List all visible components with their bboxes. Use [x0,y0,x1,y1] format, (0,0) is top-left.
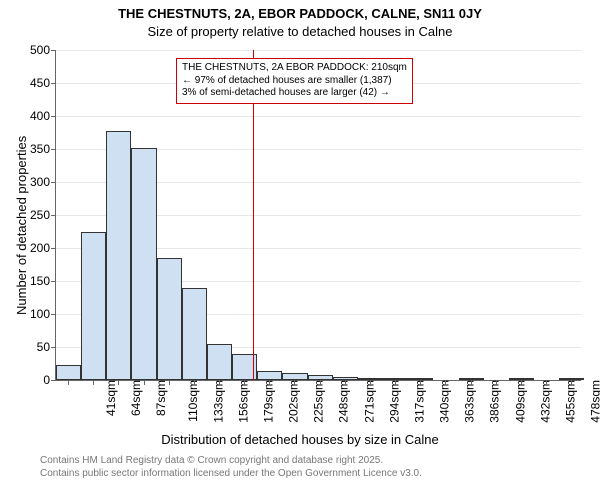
ytick-label: 100 [30,307,56,321]
xtick-label: 294sqm [381,380,401,423]
histogram-bar [308,375,333,380]
xtick-label: 340sqm [432,380,452,423]
annotation-box: THE CHESTNUTS, 2A EBOR PADDOCK: 210sqm ←… [176,58,413,104]
xtick-mark [496,380,497,385]
xtick-mark [420,380,421,385]
chart-title: THE CHESTNUTS, 2A, EBOR PADDOCK, CALNE, … [0,6,600,21]
ytick-label: 200 [30,241,56,255]
histogram-bar [358,378,383,380]
xtick-label: 87sqm [148,380,168,416]
xtick-mark [521,380,522,385]
xtick-label: 41sqm [98,380,118,416]
xtick-mark [571,380,572,385]
xtick-mark [118,380,119,385]
xtick-label: 202sqm [281,380,301,423]
ytick-label: 500 [30,43,56,57]
xtick-label: 179sqm [256,380,276,423]
plot-area: 05010015020025030035040045050041sqm64sqm… [55,50,581,381]
histogram-bar [56,365,81,380]
histogram-bar [207,344,232,380]
annotation-line: 3% of semi-detached houses are larger (4… [182,87,407,100]
histogram-bar [106,131,131,380]
xtick-mark [93,380,94,385]
xtick-label: 363sqm [457,380,477,423]
xtick-label: 386sqm [482,380,502,423]
xtick-label: 432sqm [532,380,552,423]
histogram-bar [81,232,106,380]
chart-container: THE CHESTNUTS, 2A, EBOR PADDOCK, CALNE, … [0,0,600,500]
xtick-mark [345,380,346,385]
x-axis-label: Distribution of detached houses by size … [0,432,600,447]
histogram-bar [131,148,156,380]
xtick-mark [546,380,547,385]
xtick-mark [269,380,270,385]
histogram-bar [559,378,584,380]
histogram-bar [282,373,307,380]
histogram-bar [459,378,484,380]
xtick-mark [194,380,195,385]
ytick-label: 350 [30,142,56,156]
xtick-mark [445,380,446,385]
xtick-mark [219,380,220,385]
xtick-label: 133sqm [205,380,225,423]
xtick-label: 225sqm [306,380,326,423]
histogram-bar [509,378,534,380]
xtick-label: 271sqm [356,380,376,423]
histogram-bar [333,377,358,380]
ytick-label: 450 [30,76,56,90]
ytick-label: 400 [30,109,56,123]
xtick-mark [68,380,69,385]
ytick-label: 250 [30,208,56,222]
annotation-line: THE CHESTNUTS, 2A EBOR PADDOCK: 210sqm [182,62,407,75]
y-axis-label: Number of detached properties [14,136,29,315]
xtick-label: 455sqm [558,380,578,423]
histogram-bar [182,288,207,380]
xtick-mark [244,380,245,385]
xtick-mark [294,380,295,385]
chart-subtitle: Size of property relative to detached ho… [0,24,600,39]
footer-line: Contains HM Land Registry data © Crown c… [40,455,422,468]
gridline [56,116,581,117]
annotation-line: ← 97% of detached houses are smaller (1,… [182,75,407,88]
footer-attribution: Contains HM Land Registry data © Crown c… [40,455,422,480]
histogram-bar [383,378,408,380]
footer-line: Contains public sector information licen… [40,468,422,481]
xtick-mark [169,380,170,385]
ytick-label: 300 [30,175,56,189]
xtick-label: 409sqm [507,380,527,423]
xtick-label: 248sqm [331,380,351,423]
xtick-label: 317sqm [407,380,427,423]
gridline [56,50,581,51]
ytick-label: 0 [43,373,56,387]
xtick-mark [320,380,321,385]
histogram-bar [408,378,433,380]
xtick-label: 110sqm [179,380,199,422]
ytick-label: 50 [37,340,56,354]
xtick-label: 64sqm [123,380,143,416]
histogram-bar [257,371,282,380]
histogram-bar [157,258,182,380]
xtick-label: 478sqm [583,380,600,423]
xtick-mark [471,380,472,385]
xtick-mark [144,380,145,385]
xtick-label: 156sqm [231,380,251,423]
xtick-mark [395,380,396,385]
xtick-mark [370,380,371,385]
ytick-label: 150 [30,274,56,288]
